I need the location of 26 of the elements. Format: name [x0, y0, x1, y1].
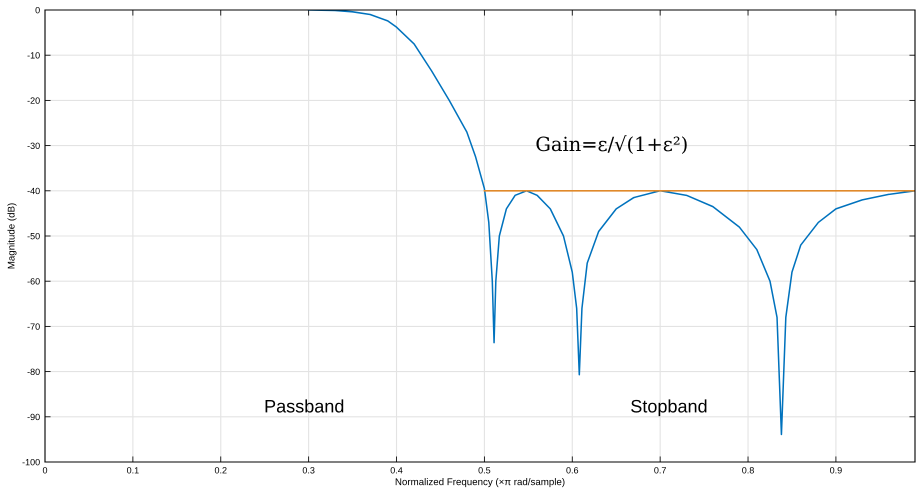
- y-tick-label: -30: [27, 142, 40, 149]
- x-tick-label: 0: [42, 467, 48, 474]
- annotation: Stopband: [631, 399, 706, 416]
- x-tick-label: 0.3: [302, 467, 315, 474]
- x-tick-label: 0.2: [214, 467, 227, 474]
- y-tick-label: -40: [27, 188, 40, 194]
- y-tick-label: -10: [27, 52, 40, 59]
- y-axis-title: Magnitude (dB): [7, 203, 17, 268]
- x-axis-title: Normalized Frequency (×π rad/sample): [396, 478, 564, 488]
- y-tick-label: -90: [27, 414, 40, 420]
- y-tick-label: -60: [27, 278, 40, 285]
- x-tick-label: 0.6: [566, 467, 578, 474]
- y-tick-label: -20: [27, 97, 40, 104]
- annotation: Passband: [266, 399, 344, 413]
- y-tick-label: -80: [27, 368, 40, 375]
- x-tick-label: 0.4: [390, 467, 403, 474]
- x-tick-label: 0.8: [742, 467, 754, 474]
- y-tick-label: -70: [27, 323, 40, 330]
- x-tick-label: 0.5: [478, 467, 490, 474]
- x-tick-label: 0.1: [126, 467, 139, 474]
- annotation: Gain=ε/√(1+ε²): [536, 135, 687, 154]
- x-tick-label: 0.7: [654, 467, 666, 474]
- y-tick-label: 0: [35, 6, 40, 14]
- x-tick-label: 0.9: [830, 467, 842, 474]
- y-tick-label: -50: [27, 232, 40, 240]
- y-tick-label: -100: [22, 458, 40, 466]
